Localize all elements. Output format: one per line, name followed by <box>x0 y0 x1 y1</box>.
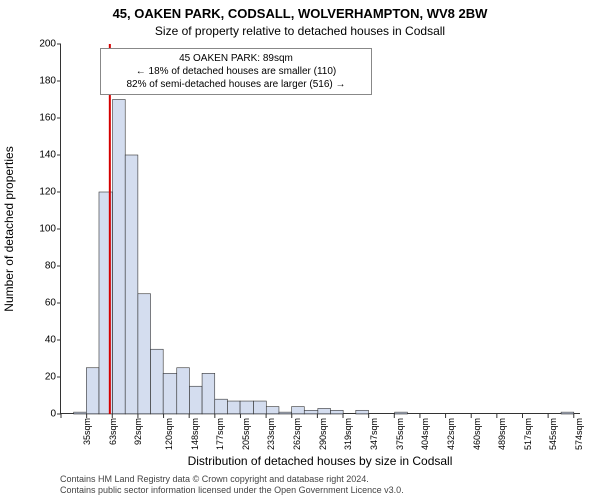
x-tick-label: 375sqm <box>395 418 405 450</box>
y-tick-label: 180 <box>16 76 56 87</box>
x-tick-label: 177sqm <box>215 418 225 450</box>
x-tick-label: 63sqm <box>108 418 118 445</box>
x-tick-label: 35sqm <box>82 418 92 445</box>
annotation-line1: 45 OAKEN PARK: 89sqm <box>106 52 366 65</box>
y-tick-label: 80 <box>16 261 56 272</box>
histogram-bar <box>356 410 369 414</box>
histogram-bar <box>74 412 87 414</box>
x-tick-label: 148sqm <box>190 418 200 450</box>
x-tick-label: 120sqm <box>164 418 174 450</box>
x-tick-label: 205sqm <box>241 418 251 450</box>
plot-area <box>60 44 580 414</box>
histogram-bar <box>86 368 99 414</box>
y-tick-label: 200 <box>16 39 56 50</box>
attribution-line1: Contains HM Land Registry data © Crown c… <box>60 474 580 485</box>
histogram-bar <box>292 407 305 414</box>
x-tick-label: 92sqm <box>133 418 143 445</box>
chart-title-main: 45, OAKEN PARK, CODSALL, WOLVERHAMPTON, … <box>0 6 600 21</box>
x-tick-label: 432sqm <box>446 418 456 450</box>
histogram-bar <box>138 294 151 414</box>
histogram-bar <box>113 100 126 415</box>
histogram-bar <box>266 407 279 414</box>
chart-container: 45, OAKEN PARK, CODSALL, WOLVERHAMPTON, … <box>0 0 600 500</box>
annotation-box: 45 OAKEN PARK: 89sqm ← 18% of detached h… <box>100 48 372 95</box>
histogram-bar <box>177 368 190 414</box>
y-tick-label: 40 <box>16 335 56 346</box>
x-tick-label: 460sqm <box>472 418 482 450</box>
y-tick-label: 20 <box>16 372 56 383</box>
annotation-line3: 82% of semi-detached houses are larger (… <box>106 78 366 91</box>
x-tick-label: 545sqm <box>549 418 559 450</box>
x-tick-label: 290sqm <box>318 418 328 450</box>
x-tick-label: 404sqm <box>420 418 430 450</box>
y-tick-label: 60 <box>16 298 56 309</box>
x-tick-label: 347sqm <box>369 418 379 450</box>
x-tick-label: 574sqm <box>574 418 584 450</box>
x-tick-label: 262sqm <box>292 418 302 450</box>
x-tick-label: 233sqm <box>266 418 276 450</box>
attribution: Contains HM Land Registry data © Crown c… <box>60 474 580 496</box>
histogram-svg <box>61 44 580 413</box>
y-tick-label: 140 <box>16 150 56 161</box>
chart-title-sub: Size of property relative to detached ho… <box>0 24 600 38</box>
histogram-bar <box>304 410 318 414</box>
histogram-bar <box>240 401 254 414</box>
x-axis-label: Distribution of detached houses by size … <box>60 454 580 468</box>
histogram-bar <box>202 373 215 414</box>
histogram-bar <box>125 155 138 414</box>
histogram-bar <box>561 412 574 414</box>
x-tick-label: 517sqm <box>523 418 533 450</box>
histogram-bar <box>215 399 228 414</box>
y-tick-label: 0 <box>16 409 56 420</box>
y-tick-label: 120 <box>16 187 56 198</box>
annotation-line2: ← 18% of detached houses are smaller (11… <box>106 65 366 78</box>
y-tick-label: 160 <box>16 113 56 124</box>
histogram-bar <box>330 410 343 414</box>
x-tick-label: 489sqm <box>497 418 507 450</box>
histogram-bar <box>189 386 202 414</box>
histogram-bar <box>395 412 408 414</box>
histogram-bar <box>151 349 164 414</box>
histogram-bar <box>318 408 331 414</box>
attribution-line2: Contains public sector information licen… <box>60 485 580 496</box>
histogram-bar <box>254 401 267 414</box>
x-tick-label: 319sqm <box>343 418 353 450</box>
histogram-bar <box>227 401 240 414</box>
y-tick-label: 100 <box>16 224 56 235</box>
histogram-bar <box>279 412 292 414</box>
histogram-bar <box>163 373 177 414</box>
